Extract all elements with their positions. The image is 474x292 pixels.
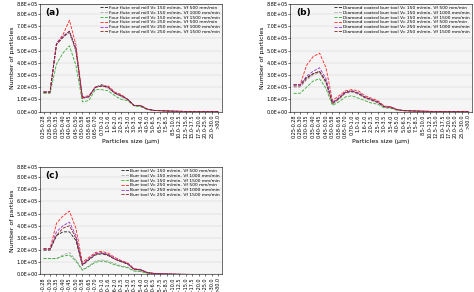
Text: (b): (b) (296, 8, 310, 17)
Text: (c): (c) (46, 171, 59, 180)
X-axis label: Particles size (μm): Particles size (μm) (102, 139, 160, 144)
Legend: Diamond coated burr tool Vc 150 m/min- Vf 500 mm/min, Diamond coated burr tool V: Diamond coated burr tool Vc 150 m/min- V… (333, 5, 471, 35)
Legend: Four flute end mill Vc 150 m/min- Vf 500 mm/min, Four flute end mill Vc 150 m/mi: Four flute end mill Vc 150 m/min- Vf 500… (99, 5, 221, 35)
Legend: Burr tool Vc 150 m/min- Vf 500 mm/min, Burr tool Vc 150 m/min- Vf 1000 mm/min, B: Burr tool Vc 150 m/min- Vf 500 mm/min, B… (120, 168, 221, 198)
Text: (a): (a) (46, 8, 60, 17)
Y-axis label: Number of particles: Number of particles (10, 27, 15, 89)
X-axis label: Particles size (μm): Particles size (μm) (352, 139, 410, 144)
Y-axis label: Number of particles: Number of particles (10, 190, 15, 252)
Y-axis label: Number of particles: Number of particles (260, 27, 265, 89)
